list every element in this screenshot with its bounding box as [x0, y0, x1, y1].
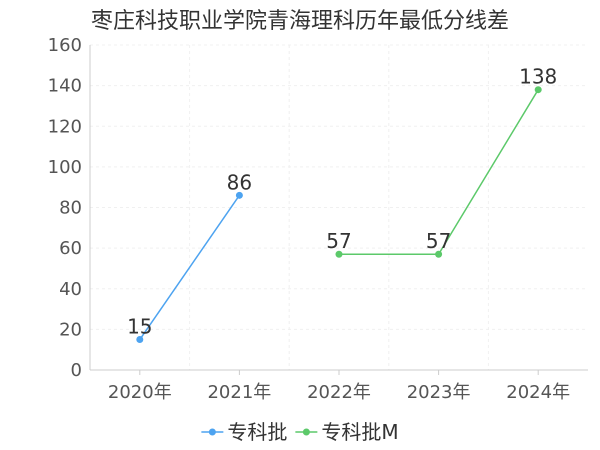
y-tick-label: 80 [59, 198, 82, 219]
data-point[interactable] [335, 250, 343, 258]
data-point[interactable] [136, 336, 144, 344]
x-tick-label: 2021年 [207, 382, 271, 403]
legend-label: 专科批 [227, 420, 287, 444]
data-point[interactable] [235, 191, 243, 199]
y-tick-label: 120 [48, 116, 82, 137]
legend[interactable]: 专科批 专科批M [201, 420, 399, 444]
legend-marker-dot [302, 428, 310, 436]
data-label: 57 [426, 229, 451, 253]
y-tick-label: 140 [48, 76, 82, 97]
data-label: 86 [227, 170, 252, 194]
data-point[interactable] [534, 86, 542, 94]
data-point[interactable] [435, 250, 443, 258]
data-label: 15 [127, 315, 152, 339]
legend-item[interactable]: 专科批M [295, 420, 399, 444]
y-tick-label: 20 [59, 319, 82, 340]
legend-marker-dot [208, 428, 216, 436]
series-layer [136, 86, 542, 344]
chart-title: 枣庄科技职业学院青海理科历年最低分线差 [91, 9, 509, 34]
y-tick-label: 100 [48, 157, 82, 178]
data-labels: 15 86 57 57 138 [127, 65, 557, 339]
y-tick-label: 160 [48, 35, 82, 56]
legend-item[interactable]: 专科批 [201, 420, 287, 444]
x-tick-label: 2020年 [108, 382, 172, 403]
data-label: 138 [519, 65, 557, 89]
series-line [139, 194, 241, 340]
data-label: 57 [326, 229, 351, 253]
axes: 0 20 40 60 80 100 120 140 160 2020年 2021年 2022年 2023… [48, 35, 588, 403]
y-tick-label: 40 [59, 279, 82, 300]
x-tick-label: 2023年 [407, 382, 471, 403]
legend-label: 专科批M [321, 420, 398, 444]
x-tick-label: 2022年 [307, 382, 371, 403]
x-tick-label: 2024年 [506, 382, 570, 403]
y-tick-label: 60 [59, 238, 82, 259]
y-tick-label: 0 [71, 360, 82, 381]
grid-lines [90, 44, 588, 370]
